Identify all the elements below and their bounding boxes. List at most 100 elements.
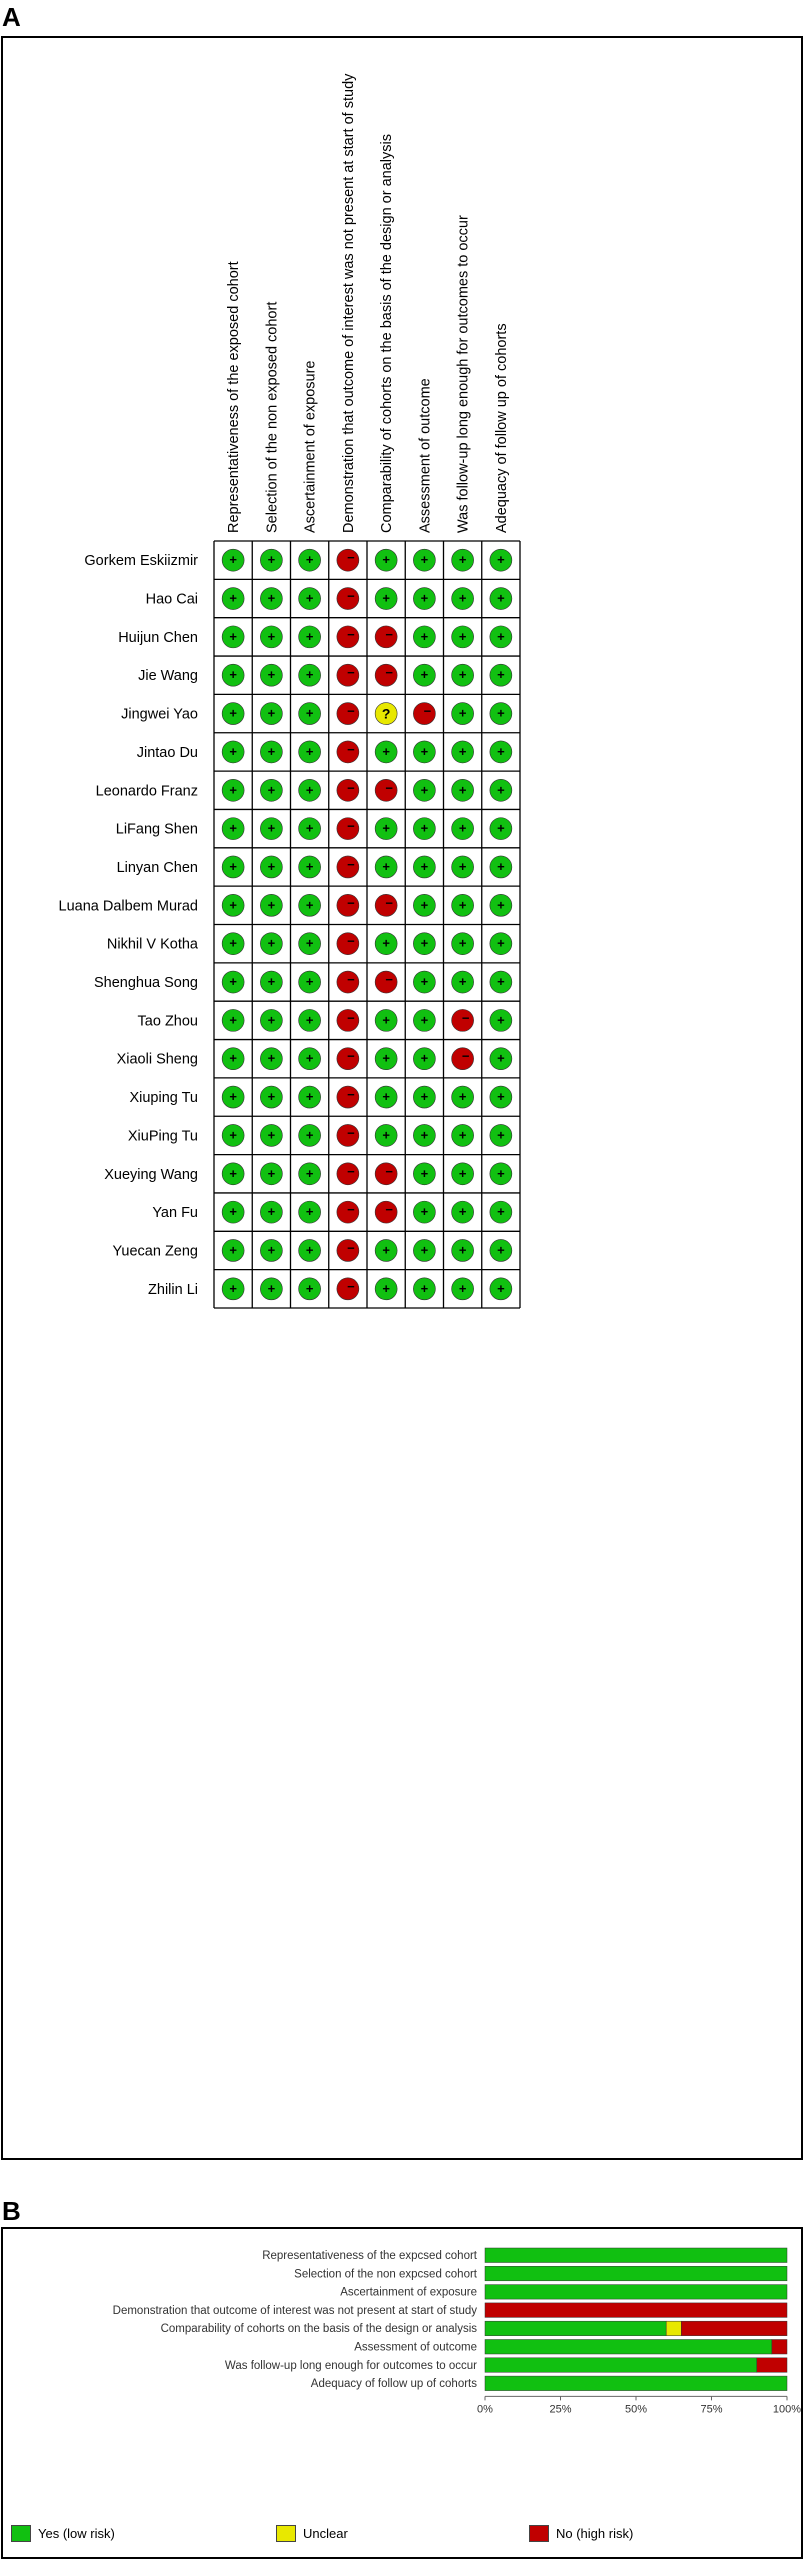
rating-no-circle bbox=[336, 548, 360, 572]
rating-yes-symbol: + bbox=[497, 821, 505, 836]
rating-no-symbol: − bbox=[347, 972, 355, 987]
rating-yes-circle bbox=[413, 932, 436, 955]
rating-no-circle bbox=[374, 970, 398, 994]
rating-yes-symbol: + bbox=[306, 1089, 314, 1104]
rating-yes-symbol: + bbox=[421, 1204, 429, 1219]
rating-yes-circle bbox=[489, 1047, 513, 1071]
study-label: Yan Fu bbox=[152, 1205, 198, 1221]
rating-yes-symbol: + bbox=[497, 706, 505, 721]
study-label: Huijun Chen bbox=[118, 630, 198, 646]
rating-yes-circle bbox=[451, 1085, 474, 1109]
rating-yes-symbol: + bbox=[382, 552, 390, 567]
rating-yes-circle bbox=[413, 1277, 436, 1301]
rating-yes-circle bbox=[489, 1009, 513, 1032]
rating-yes-circle bbox=[298, 1200, 321, 1224]
rating-yes-symbol: + bbox=[229, 552, 237, 567]
rating-yes-circle bbox=[489, 740, 513, 764]
rating-yes-circle bbox=[260, 740, 283, 764]
rating-yes-circle bbox=[451, 1162, 474, 1186]
bar-segment bbox=[484, 2339, 773, 2355]
rating-no-symbol: − bbox=[347, 589, 355, 604]
rating-yes-circle bbox=[260, 932, 283, 955]
rating-yes-symbol: + bbox=[268, 1242, 276, 1257]
bar-segment bbox=[484, 2266, 788, 2282]
rating-no-symbol: − bbox=[347, 550, 355, 565]
rating-yes-symbol: + bbox=[268, 1089, 276, 1104]
rating-yes-circle bbox=[221, 1200, 245, 1224]
rating-yes-circle bbox=[489, 1162, 513, 1186]
rating-yes-circle bbox=[260, 548, 283, 572]
legend-swatch-no bbox=[529, 2525, 549, 2542]
rating-yes-circle bbox=[221, 1009, 245, 1032]
rating-yes-symbol: + bbox=[268, 591, 276, 606]
rating-no-symbol: − bbox=[347, 780, 355, 795]
rating-no-circle bbox=[336, 702, 360, 725]
rating-yes-symbol: + bbox=[306, 1166, 314, 1181]
rating-no-symbol: − bbox=[385, 972, 393, 987]
rating-yes-circle bbox=[451, 817, 474, 840]
rating-yes-symbol: + bbox=[268, 667, 276, 682]
column-header: Comparability of cohorts on the basis of… bbox=[379, 134, 395, 533]
rating-yes-circle bbox=[489, 1239, 513, 1262]
rating-no-symbol: − bbox=[385, 1164, 393, 1179]
rating-yes-circle bbox=[298, 663, 321, 687]
rating-yes-symbol: + bbox=[382, 1242, 390, 1257]
rating-yes-symbol: + bbox=[497, 859, 505, 874]
rating-yes-circle bbox=[451, 1239, 474, 1262]
rating-yes-symbol: + bbox=[306, 1204, 314, 1219]
study-label: Zhilin Li bbox=[148, 1282, 198, 1298]
rating-no-symbol: − bbox=[347, 1125, 355, 1140]
risk-of-bias-summary-panel: Representativeness of the exposed cohort… bbox=[1, 36, 803, 2160]
rating-yes-circle bbox=[298, 778, 321, 802]
rating-no-symbol: − bbox=[347, 1202, 355, 1217]
rating-yes-circle bbox=[298, 1239, 321, 1262]
panel-b-label: B bbox=[2, 2196, 21, 2226]
rating-yes-symbol: + bbox=[497, 591, 505, 606]
rating-no-circle bbox=[336, 1047, 360, 1071]
rating-unclear-symbol: ? bbox=[382, 706, 391, 722]
rating-yes-symbol: + bbox=[421, 974, 429, 989]
rating-yes-circle bbox=[413, 663, 436, 687]
rating-no-circle bbox=[374, 894, 398, 917]
rating-yes-symbol: + bbox=[268, 1204, 276, 1219]
rating-yes-symbol: + bbox=[497, 897, 505, 912]
rating-no-circle bbox=[374, 1200, 398, 1224]
legend-label-unclear: Unclear bbox=[303, 2526, 348, 2541]
rating-yes-circle bbox=[260, 1085, 283, 1109]
rating-yes-symbol: + bbox=[229, 629, 237, 644]
rating-no-symbol: − bbox=[347, 704, 355, 719]
rating-yes-circle bbox=[221, 1124, 245, 1147]
study-label: Hao Cai bbox=[146, 592, 198, 608]
rating-yes-circle bbox=[374, 587, 398, 610]
rating-yes-circle bbox=[221, 663, 245, 687]
rating-yes-circle bbox=[413, 1162, 436, 1186]
rating-yes-symbol: + bbox=[459, 552, 467, 567]
rating-yes-circle bbox=[374, 817, 398, 840]
rating-yes-circle bbox=[413, 1239, 436, 1262]
rating-yes-symbol: + bbox=[497, 1242, 505, 1257]
rating-yes-circle bbox=[260, 1239, 283, 1262]
bar-segment bbox=[484, 2302, 788, 2318]
rating-yes-circle bbox=[221, 970, 245, 994]
x-tick-label: 0% bbox=[477, 2403, 493, 2415]
rating-no-symbol: − bbox=[347, 1240, 355, 1255]
rating-yes-symbol: + bbox=[421, 821, 429, 836]
rating-yes-symbol: + bbox=[497, 1166, 505, 1181]
rating-yes-circle bbox=[451, 970, 474, 994]
rating-no-circle bbox=[336, 1239, 360, 1262]
rating-yes-circle bbox=[489, 894, 513, 917]
rating-yes-circle bbox=[413, 1047, 436, 1071]
study-label: Jingwei Yao bbox=[121, 707, 198, 723]
rating-yes-symbol: + bbox=[268, 897, 276, 912]
rating-yes-circle bbox=[489, 1277, 513, 1301]
rating-no-symbol: − bbox=[347, 857, 355, 872]
risk-of-bias-graph-panel: Representativeness of the expcsed cohort… bbox=[1, 2227, 803, 2559]
rating-yes-circle bbox=[489, 625, 513, 649]
rating-yes-circle bbox=[451, 625, 474, 649]
bar-segment bbox=[665, 2320, 682, 2336]
rating-yes-circle bbox=[451, 1277, 474, 1301]
column-header: Assessment of outcome bbox=[417, 378, 433, 533]
rating-yes-symbol: + bbox=[421, 782, 429, 797]
bar-category-label: Selection of the non expcsed cohort bbox=[294, 2268, 478, 2280]
rating-yes-circle bbox=[221, 1277, 245, 1301]
